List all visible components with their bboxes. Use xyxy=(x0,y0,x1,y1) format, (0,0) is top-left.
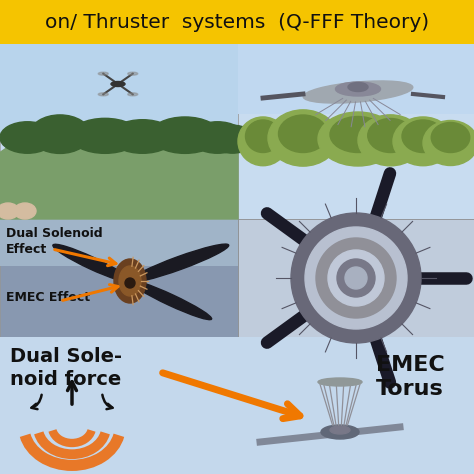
Text: on/ Thruster  systems  (Q-FFF Theory): on/ Thruster systems (Q-FFF Theory) xyxy=(45,12,429,31)
Ellipse shape xyxy=(130,280,211,319)
Ellipse shape xyxy=(128,72,138,75)
Ellipse shape xyxy=(14,203,36,219)
Ellipse shape xyxy=(210,125,255,153)
FancyBboxPatch shape xyxy=(0,219,238,266)
Ellipse shape xyxy=(303,81,413,103)
Text: Dual Sole-
noid force: Dual Sole- noid force xyxy=(10,347,122,389)
Ellipse shape xyxy=(114,259,146,303)
Text: EMEC Effect: EMEC Effect xyxy=(6,291,90,304)
FancyBboxPatch shape xyxy=(238,44,474,114)
Ellipse shape xyxy=(431,122,470,153)
Ellipse shape xyxy=(316,238,396,318)
Ellipse shape xyxy=(368,118,413,153)
Ellipse shape xyxy=(305,227,407,329)
Ellipse shape xyxy=(190,122,245,153)
Ellipse shape xyxy=(337,259,375,297)
Ellipse shape xyxy=(0,122,55,153)
Ellipse shape xyxy=(238,117,288,166)
Text: EMEC
Torus: EMEC Torus xyxy=(375,355,444,399)
Ellipse shape xyxy=(130,244,229,282)
FancyBboxPatch shape xyxy=(0,219,238,337)
Ellipse shape xyxy=(246,120,281,153)
Ellipse shape xyxy=(53,244,130,282)
FancyBboxPatch shape xyxy=(0,337,474,474)
Ellipse shape xyxy=(268,110,338,166)
Ellipse shape xyxy=(336,82,381,96)
Ellipse shape xyxy=(393,117,453,166)
Text: Dual Solenoid
Effect: Dual Solenoid Effect xyxy=(6,227,103,256)
Ellipse shape xyxy=(150,117,220,154)
Ellipse shape xyxy=(348,82,368,91)
Ellipse shape xyxy=(423,120,474,165)
Ellipse shape xyxy=(330,426,350,434)
Ellipse shape xyxy=(70,118,140,153)
Ellipse shape xyxy=(330,117,386,153)
Ellipse shape xyxy=(0,203,19,219)
Polygon shape xyxy=(0,125,238,219)
Ellipse shape xyxy=(125,278,135,288)
Ellipse shape xyxy=(98,72,108,75)
Ellipse shape xyxy=(98,93,108,96)
Ellipse shape xyxy=(318,378,362,386)
Ellipse shape xyxy=(318,112,398,166)
Ellipse shape xyxy=(328,250,384,306)
Ellipse shape xyxy=(402,120,444,153)
FancyBboxPatch shape xyxy=(238,219,474,337)
Ellipse shape xyxy=(358,115,423,166)
FancyBboxPatch shape xyxy=(0,0,474,44)
FancyBboxPatch shape xyxy=(238,44,474,219)
Ellipse shape xyxy=(279,115,328,153)
Ellipse shape xyxy=(110,120,175,153)
Ellipse shape xyxy=(128,93,138,96)
Ellipse shape xyxy=(291,213,421,343)
Ellipse shape xyxy=(321,425,359,439)
Ellipse shape xyxy=(345,267,367,289)
Ellipse shape xyxy=(119,266,141,296)
Ellipse shape xyxy=(30,115,90,154)
FancyBboxPatch shape xyxy=(0,44,238,219)
Ellipse shape xyxy=(111,82,125,86)
FancyBboxPatch shape xyxy=(0,44,238,140)
